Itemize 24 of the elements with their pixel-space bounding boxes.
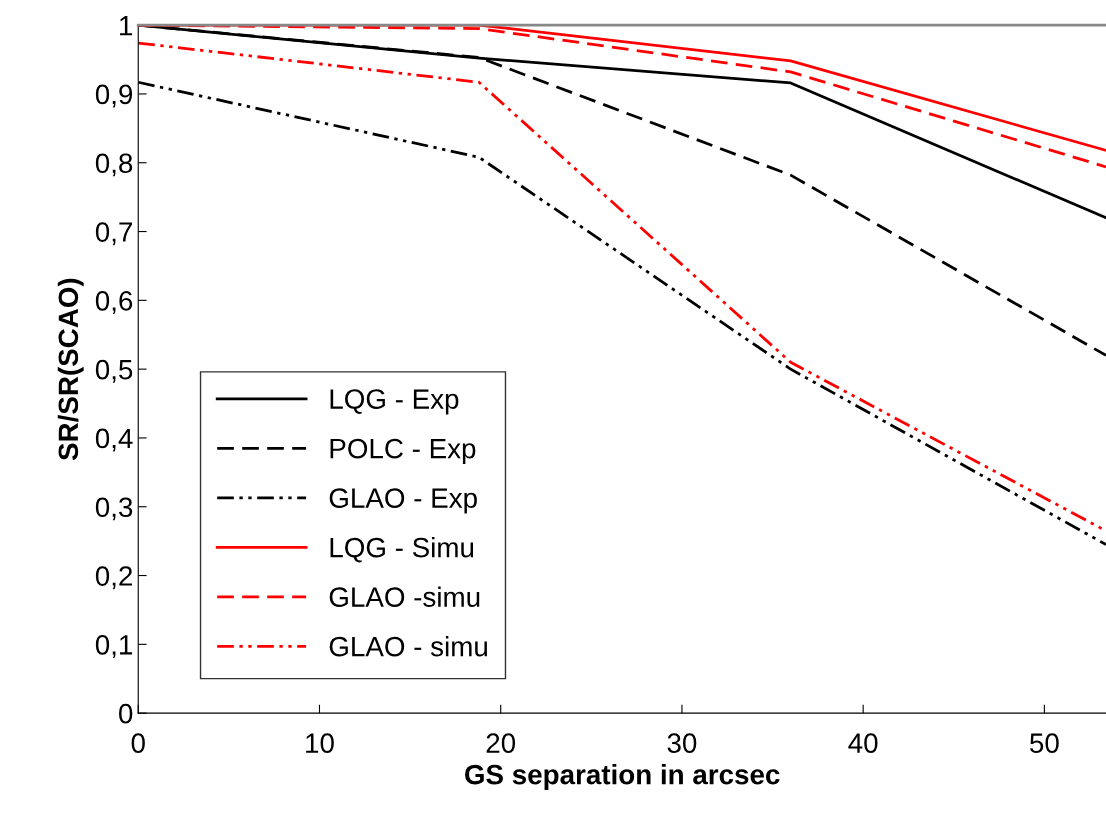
- x-tick-label: 50: [1030, 733, 1059, 753]
- x-tick-label: 30: [667, 733, 697, 753]
- x-tick-label: 40: [848, 733, 878, 753]
- x-axis-title: GS separation in arcsec: [465, 764, 780, 790]
- y-tick-label: 1: [120, 16, 133, 36]
- legend-label: LQG - Exp: [330, 389, 459, 415]
- legend-label: POLC - Exp: [330, 438, 476, 464]
- legend-label: GLAO - Exp: [329, 488, 477, 514]
- y-tick-label: 0,4: [95, 428, 133, 452]
- y-tick-label: 0,3: [95, 497, 133, 521]
- x-tick-label: 10: [306, 733, 334, 753]
- y-axis-title: SR/SR(SCAO): [57, 278, 84, 461]
- y-tick-label: 0,6: [95, 291, 133, 314]
- legend-label: GLAO -simu: [329, 586, 480, 607]
- y-tick-label: 0,9: [95, 84, 133, 108]
- y-tick-label: 0,1: [95, 635, 133, 658]
- y-tick-label: 0,2: [95, 566, 132, 590]
- y-tick-label: 0: [119, 703, 133, 724]
- legend-label: GLAO - simu: [329, 636, 487, 657]
- y-tick-label: 0,8: [95, 153, 133, 177]
- y-tick-label: 0,7: [95, 222, 132, 246]
- y-tick-label: 0,5: [95, 359, 133, 383]
- legend-label: LQG - Simu: [330, 537, 474, 563]
- x-tick-label: 20: [486, 733, 516, 753]
